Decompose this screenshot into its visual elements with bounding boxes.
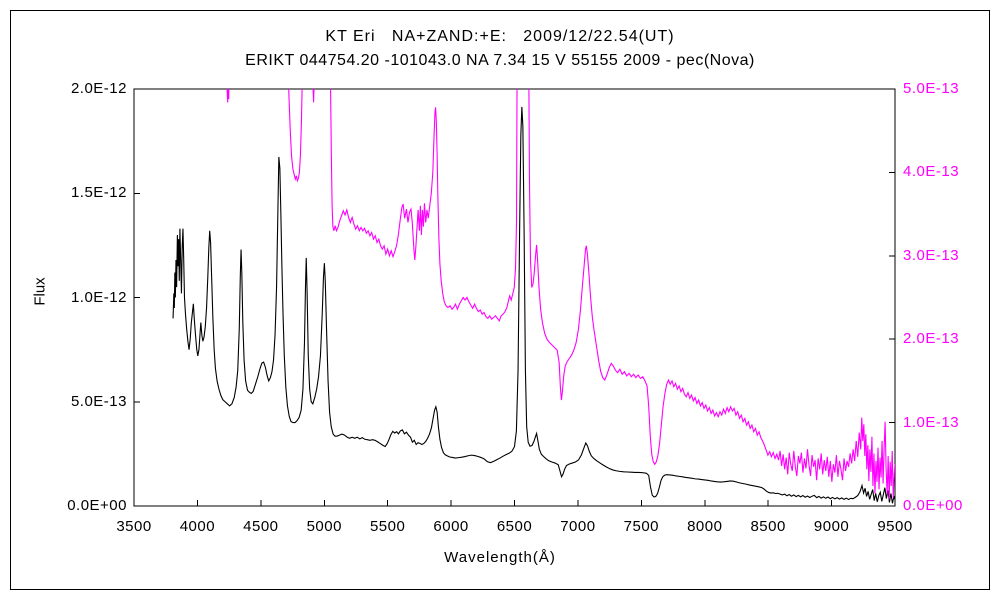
- x-tick-label: 5000: [306, 518, 342, 535]
- spectrum-black-polyline: [172, 106, 895, 504]
- y-left-tick-label: 1.5E-12: [70, 184, 127, 202]
- x-tick-label: 3500: [116, 518, 152, 535]
- x-tick-label: 9500: [877, 518, 913, 535]
- spectrum-magenta-polyline: [226, 89, 895, 500]
- x-tick-label: 8000: [687, 518, 723, 535]
- axis-tick-marks: [133, 88, 896, 507]
- y-right-tick-label: 4.0E-13: [903, 163, 960, 181]
- y-right-tick-label: 3.0E-13: [903, 246, 960, 264]
- x-tick-label: 9000: [813, 518, 850, 535]
- x-axis-label: Wavelength(Å): [444, 549, 556, 566]
- y-right-tick-label: 2.0E-13: [903, 330, 960, 348]
- x-tick-label: 5500: [369, 518, 406, 535]
- chart-title: KT Eri NA+ZAND:+E: 2009/12/22.54(UT): [325, 28, 675, 45]
- x-tick-label: 7000: [560, 518, 596, 535]
- figure-border: [10, 10, 990, 590]
- spectra-group: [172, 89, 895, 504]
- x-tick-label: 6000: [433, 518, 469, 535]
- x-tick-label: 7500: [623, 518, 660, 535]
- chart-subtitle: ERIKT 044754.20 -101043.0 NA 7.34 15 V 5…: [245, 52, 755, 69]
- y-right-tick-label: 0.0E+00: [903, 497, 963, 514]
- x-tick-label: 4500: [243, 518, 279, 535]
- y-right-tick-label: 1.0E-13: [903, 413, 960, 431]
- y-left-tick-label: 1.0E-12: [70, 288, 127, 306]
- x-tick-label: 8500: [750, 518, 786, 535]
- y-left-tick-label: 2.0E-12: [70, 80, 127, 97]
- y-left-tick-label: 0.0E+00: [67, 497, 127, 514]
- y-right-tick-label: 5.0E-13: [903, 80, 960, 97]
- x-tick-label: 4000: [179, 518, 216, 535]
- x-tick-label: 6500: [496, 518, 533, 535]
- y-left-tick-label: 5.0E-13: [70, 392, 127, 410]
